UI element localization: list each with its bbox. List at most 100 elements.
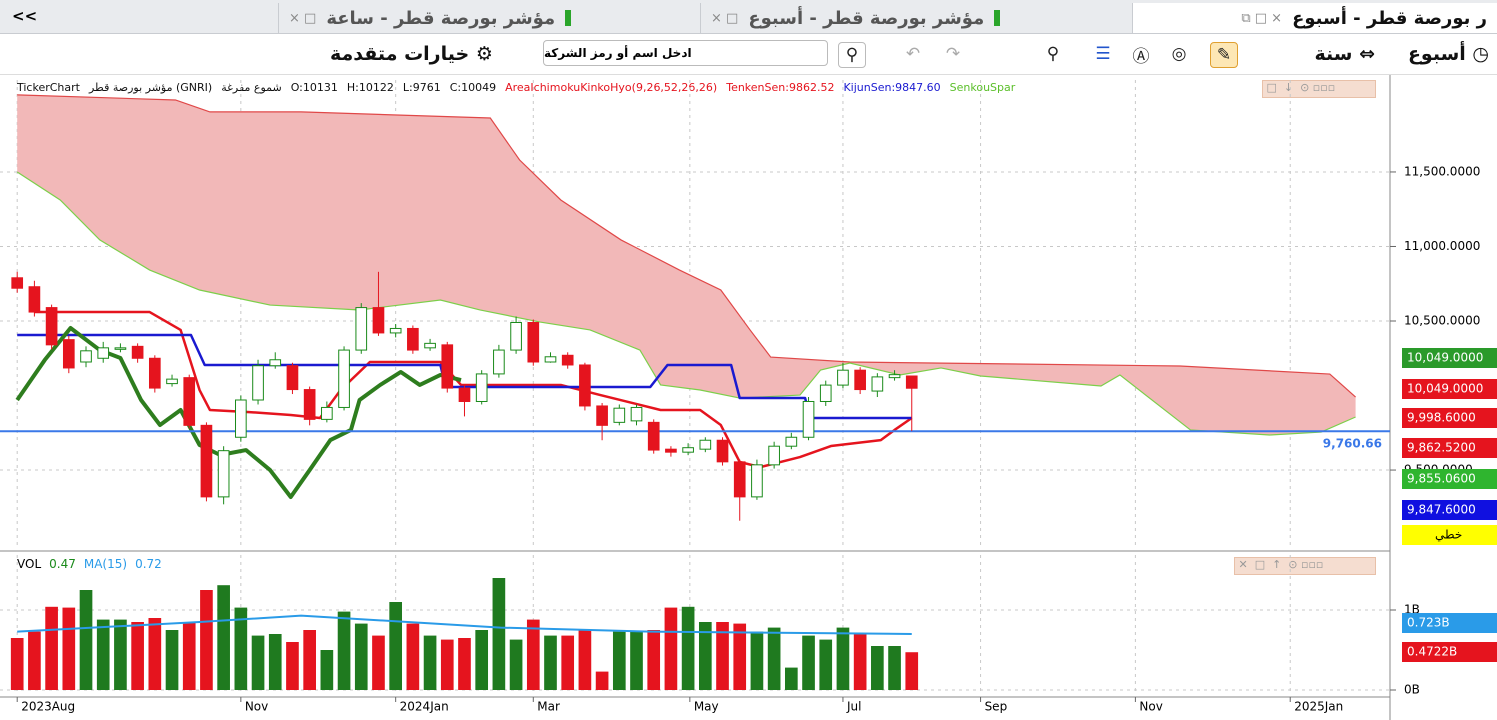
candle-body (819, 384, 832, 402)
x-tick-label: Jul (846, 700, 861, 714)
candle-body (699, 439, 712, 450)
volume-bar (62, 607, 76, 690)
tab-active[interactable]: ر بورصة قطر - أسبوع ⧉ □ × (1132, 3, 1497, 33)
tab-controls[interactable]: × □ (711, 10, 739, 26)
volume-bar (526, 619, 540, 690)
vol-ma-last: 0.72 (135, 557, 162, 571)
volume-bar (303, 630, 316, 690)
indicator-line (15, 326, 462, 500)
price-tag-label: 9,855.0600 (1407, 472, 1476, 486)
candle-body (510, 321, 522, 351)
candle-body (389, 327, 402, 334)
volume-bar (578, 630, 592, 690)
info-close: C:10049 (449, 81, 497, 94)
volume-bar (217, 585, 230, 690)
candle-body (905, 375, 918, 389)
candle-body (424, 342, 436, 349)
candle-body (183, 377, 196, 426)
tab[interactable]: مؤشر بورصة قطر - ساعة × □ (278, 3, 698, 33)
vol-label: VOL (17, 557, 42, 571)
alert-tool[interactable]: Ⓐ (1132, 46, 1150, 67)
x-tick-label: Nov (245, 700, 268, 714)
volume-bar (440, 639, 454, 690)
tab-controls[interactable]: × □ (289, 10, 317, 26)
volume-tag-label: 0.723B (1407, 616, 1450, 630)
volume-bar (819, 639, 833, 690)
volume-bar (458, 638, 471, 690)
volume-bar (475, 630, 489, 690)
volume-tag-label: 0.4722B (1407, 645, 1457, 659)
vol-ma-label: MA(15) (83, 557, 128, 571)
volume-bar (96, 619, 110, 690)
clock-icon: ◷ (1465, 43, 1489, 65)
search-button[interactable]: ⚲ (838, 42, 866, 68)
volume-bar (337, 611, 351, 690)
pane-controls[interactable]: □ ↓ ⊙ ▫▫▫ (1262, 80, 1376, 98)
volume-bar (423, 635, 437, 690)
volume-bar (114, 619, 127, 690)
x-tick-label: Nov (1139, 700, 1162, 714)
info-style: شموع مفرغة (221, 81, 282, 94)
layout-tool[interactable]: ☰ (1095, 44, 1111, 64)
x-tick-label: 2024Jan (400, 700, 449, 714)
volume-bar (148, 618, 162, 690)
redo-tool[interactable]: ↷ (945, 44, 961, 64)
search-box[interactable]: ادخل اسم أو رمز الشركة (543, 40, 828, 66)
price-tag (1402, 469, 1497, 489)
compare-tool[interactable]: ⚲ (1046, 44, 1060, 64)
volume-tag (1402, 613, 1497, 633)
volume-bar (320, 650, 334, 690)
cloud-area (17, 94, 1356, 436)
candle-body (45, 307, 58, 346)
y-tick-label: 0B (1404, 683, 1420, 697)
collapse-button[interactable]: << (12, 7, 38, 25)
info-low: L:9761 (402, 81, 441, 94)
info-open: O:10131 (290, 81, 338, 94)
advanced-options[interactable]: ⚙ خيارات متقدمة (330, 40, 493, 68)
candle-body (407, 327, 419, 351)
volume-bar (836, 627, 850, 690)
senkou-a-line (16, 171, 1356, 436)
volume-bar (10, 638, 24, 690)
price-tag-label: خطي (1435, 528, 1462, 542)
candle-body (321, 406, 333, 420)
volume-bar (561, 635, 575, 690)
volume-bar (888, 646, 901, 690)
undo-tool[interactable]: ↶ (905, 44, 921, 64)
candle-body (11, 277, 24, 289)
candle-body (148, 357, 161, 389)
tab-title: مؤشر بورصة قطر - ساعة (326, 7, 556, 29)
volume-bar (79, 590, 93, 690)
candle-body (286, 365, 299, 391)
volume-bar (234, 607, 248, 690)
volume-bar (853, 634, 867, 690)
price-tag-label: 9,862.5200 (1407, 441, 1476, 455)
vol-ma-line (17, 614, 912, 635)
range-button[interactable]: ⇔ سنة (1314, 40, 1375, 68)
candle-body (716, 439, 729, 463)
tab[interactable]: مؤشر بورصة قطر - أسبوع × □ (700, 3, 1130, 33)
candle-body (888, 374, 901, 379)
tab-flag (994, 10, 1001, 26)
tab-controls[interactable]: ⧉ □ × (1241, 10, 1283, 26)
gear-icon: ⚙ (469, 43, 493, 65)
draw-tool[interactable]: ✎ (1210, 42, 1238, 68)
volume-bar (750, 631, 764, 690)
interval-button[interactable]: ◷ أسبوع (1408, 40, 1489, 68)
price-tag-label: 9,847.6000 (1407, 503, 1476, 517)
x-tick-label: 2023Aug (21, 700, 75, 714)
pane-controls[interactable]: ✕ □ ↑ ⊙ ▫▫▫ (1234, 557, 1376, 575)
candle-body (355, 307, 368, 351)
volume-bar (681, 606, 695, 690)
volume-bar (492, 578, 506, 690)
horizontal-line-label: 9,760.66 (1323, 437, 1382, 451)
volume-bar (785, 667, 798, 690)
candle-body (200, 424, 213, 498)
candle-body (62, 339, 75, 369)
indicator-tool[interactable]: ◎ (1171, 44, 1187, 64)
volume-bar (767, 627, 781, 690)
x-tick-label: May (694, 700, 719, 714)
price-tag (1402, 525, 1497, 545)
x-tick-label: Mar (537, 700, 560, 714)
volume-bar (251, 635, 265, 690)
